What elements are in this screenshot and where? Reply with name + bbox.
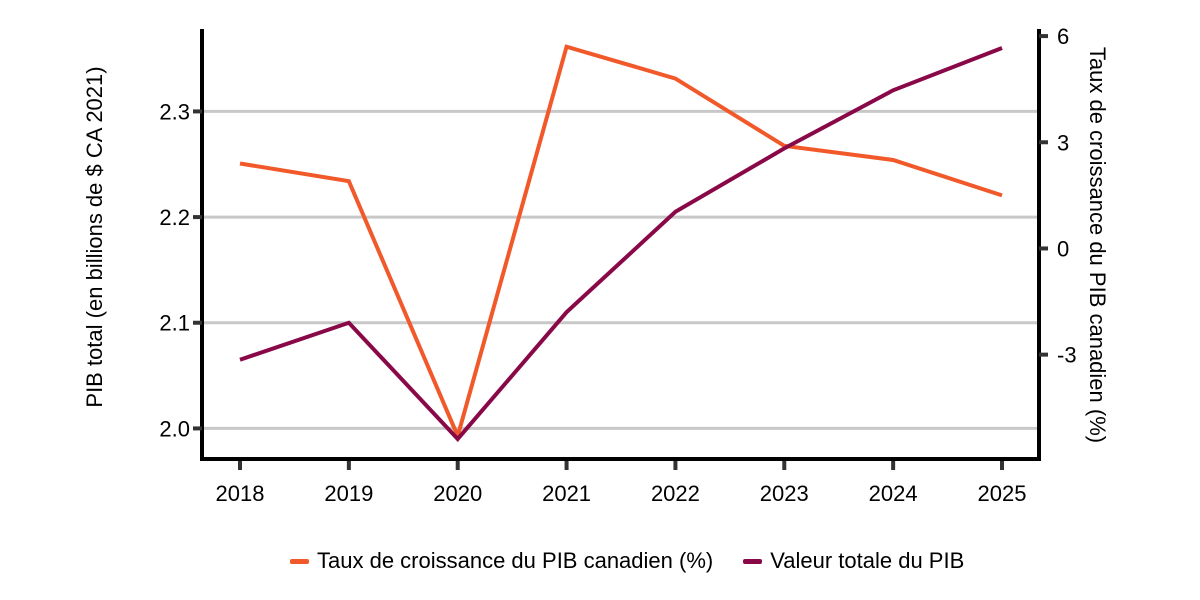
right-axis-title: Taux de croissance du PIB canadien (%): [1085, 46, 1110, 444]
x-axis-tick-label: 2020: [433, 481, 482, 506]
left-axis-tick-label: 2.0: [159, 416, 190, 441]
left-axis-tick-label: 2.3: [159, 99, 190, 124]
legend-key-growth-icon: [290, 558, 309, 564]
x-axis-tick-label: 2021: [542, 481, 591, 506]
left-axis-tick-label: 2.2: [159, 205, 190, 230]
x-axis-tick-label: 2018: [216, 481, 265, 506]
legend-label-growth: Taux de croissance du PIB canadien (%): [317, 548, 714, 573]
legend: Taux de croissance du PIB canadien (%) V…: [290, 548, 964, 574]
legend-item-growth: Taux de croissance du PIB canadien (%): [290, 548, 713, 574]
right-axis-tick-label: -3: [1057, 343, 1077, 368]
x-axis-tick-label: 2024: [869, 481, 918, 506]
legend-label-total: Valeur totale du PIB: [770, 548, 965, 573]
right-axis-tick-label: 0: [1057, 236, 1069, 261]
legend-key-total-icon: [743, 558, 763, 564]
x-axis-tick-label: 2019: [324, 481, 373, 506]
x-axis-tick-label: 2022: [651, 481, 700, 506]
left-axis-tick-label: 2.1: [159, 311, 190, 336]
legend-item-total: Valeur totale du PIB: [743, 548, 964, 574]
x-axis-tick-label: 2023: [760, 481, 809, 506]
series-line-total: [239, 46, 1003, 442]
series-line-growth: [239, 44, 1003, 443]
x-axis-tick-label: 2025: [978, 481, 1027, 506]
left-axis-title: PIB total (en billions de $ CA 2021): [82, 66, 107, 408]
right-axis-tick-label: 6: [1057, 24, 1069, 49]
right-axis-tick-label: 3: [1057, 130, 1069, 155]
